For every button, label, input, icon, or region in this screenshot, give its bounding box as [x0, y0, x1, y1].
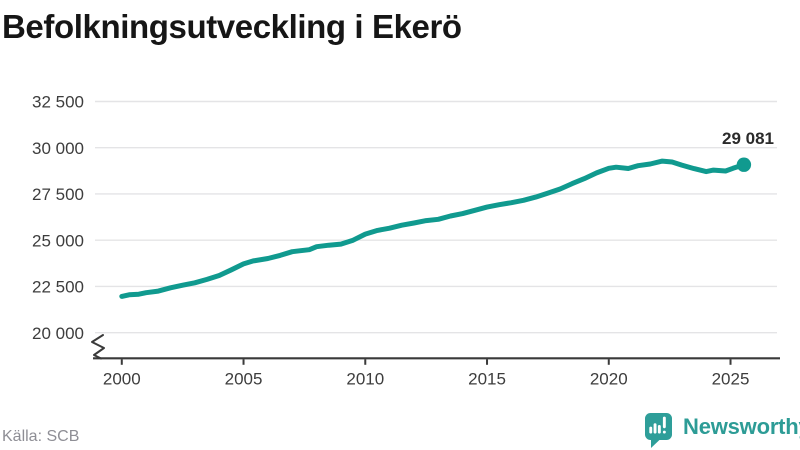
- source-note: Källa: SCB: [2, 428, 80, 445]
- last-value-dot: [736, 157, 752, 172]
- y-axis-tick-label: 30 000: [32, 139, 84, 158]
- last-value-label: 29 081: [722, 129, 774, 148]
- x-axis-tick-label: 2020: [590, 370, 628, 389]
- y-axis-tick-label: 22 500: [32, 278, 84, 297]
- x-axis-tick-label: 2005: [225, 370, 263, 389]
- y-axis-tick-label: 32 500: [32, 93, 84, 112]
- y-axis-tick-label: 27 500: [32, 185, 84, 204]
- population-line-series: [119, 158, 747, 299]
- x-axis-tick-label: 2025: [712, 370, 750, 389]
- y-axis-tick-label: 25 000: [32, 231, 84, 250]
- x-axis-tick-label: 2000: [103, 370, 141, 389]
- x-axis-tick-label: 2010: [346, 370, 384, 389]
- page-title: Befolkningsutveckling i Ekerö: [2, 8, 462, 45]
- brand-name: Newsworthy: [683, 414, 800, 439]
- axis-break-icon: [91, 334, 105, 360]
- y-axis-tick-label: 20 000: [32, 324, 84, 343]
- newsworthy-logo: Newsworthy: [644, 411, 800, 449]
- x-axis-tick-label: 2015: [468, 370, 506, 389]
- newsworthy-icon: [645, 413, 672, 448]
